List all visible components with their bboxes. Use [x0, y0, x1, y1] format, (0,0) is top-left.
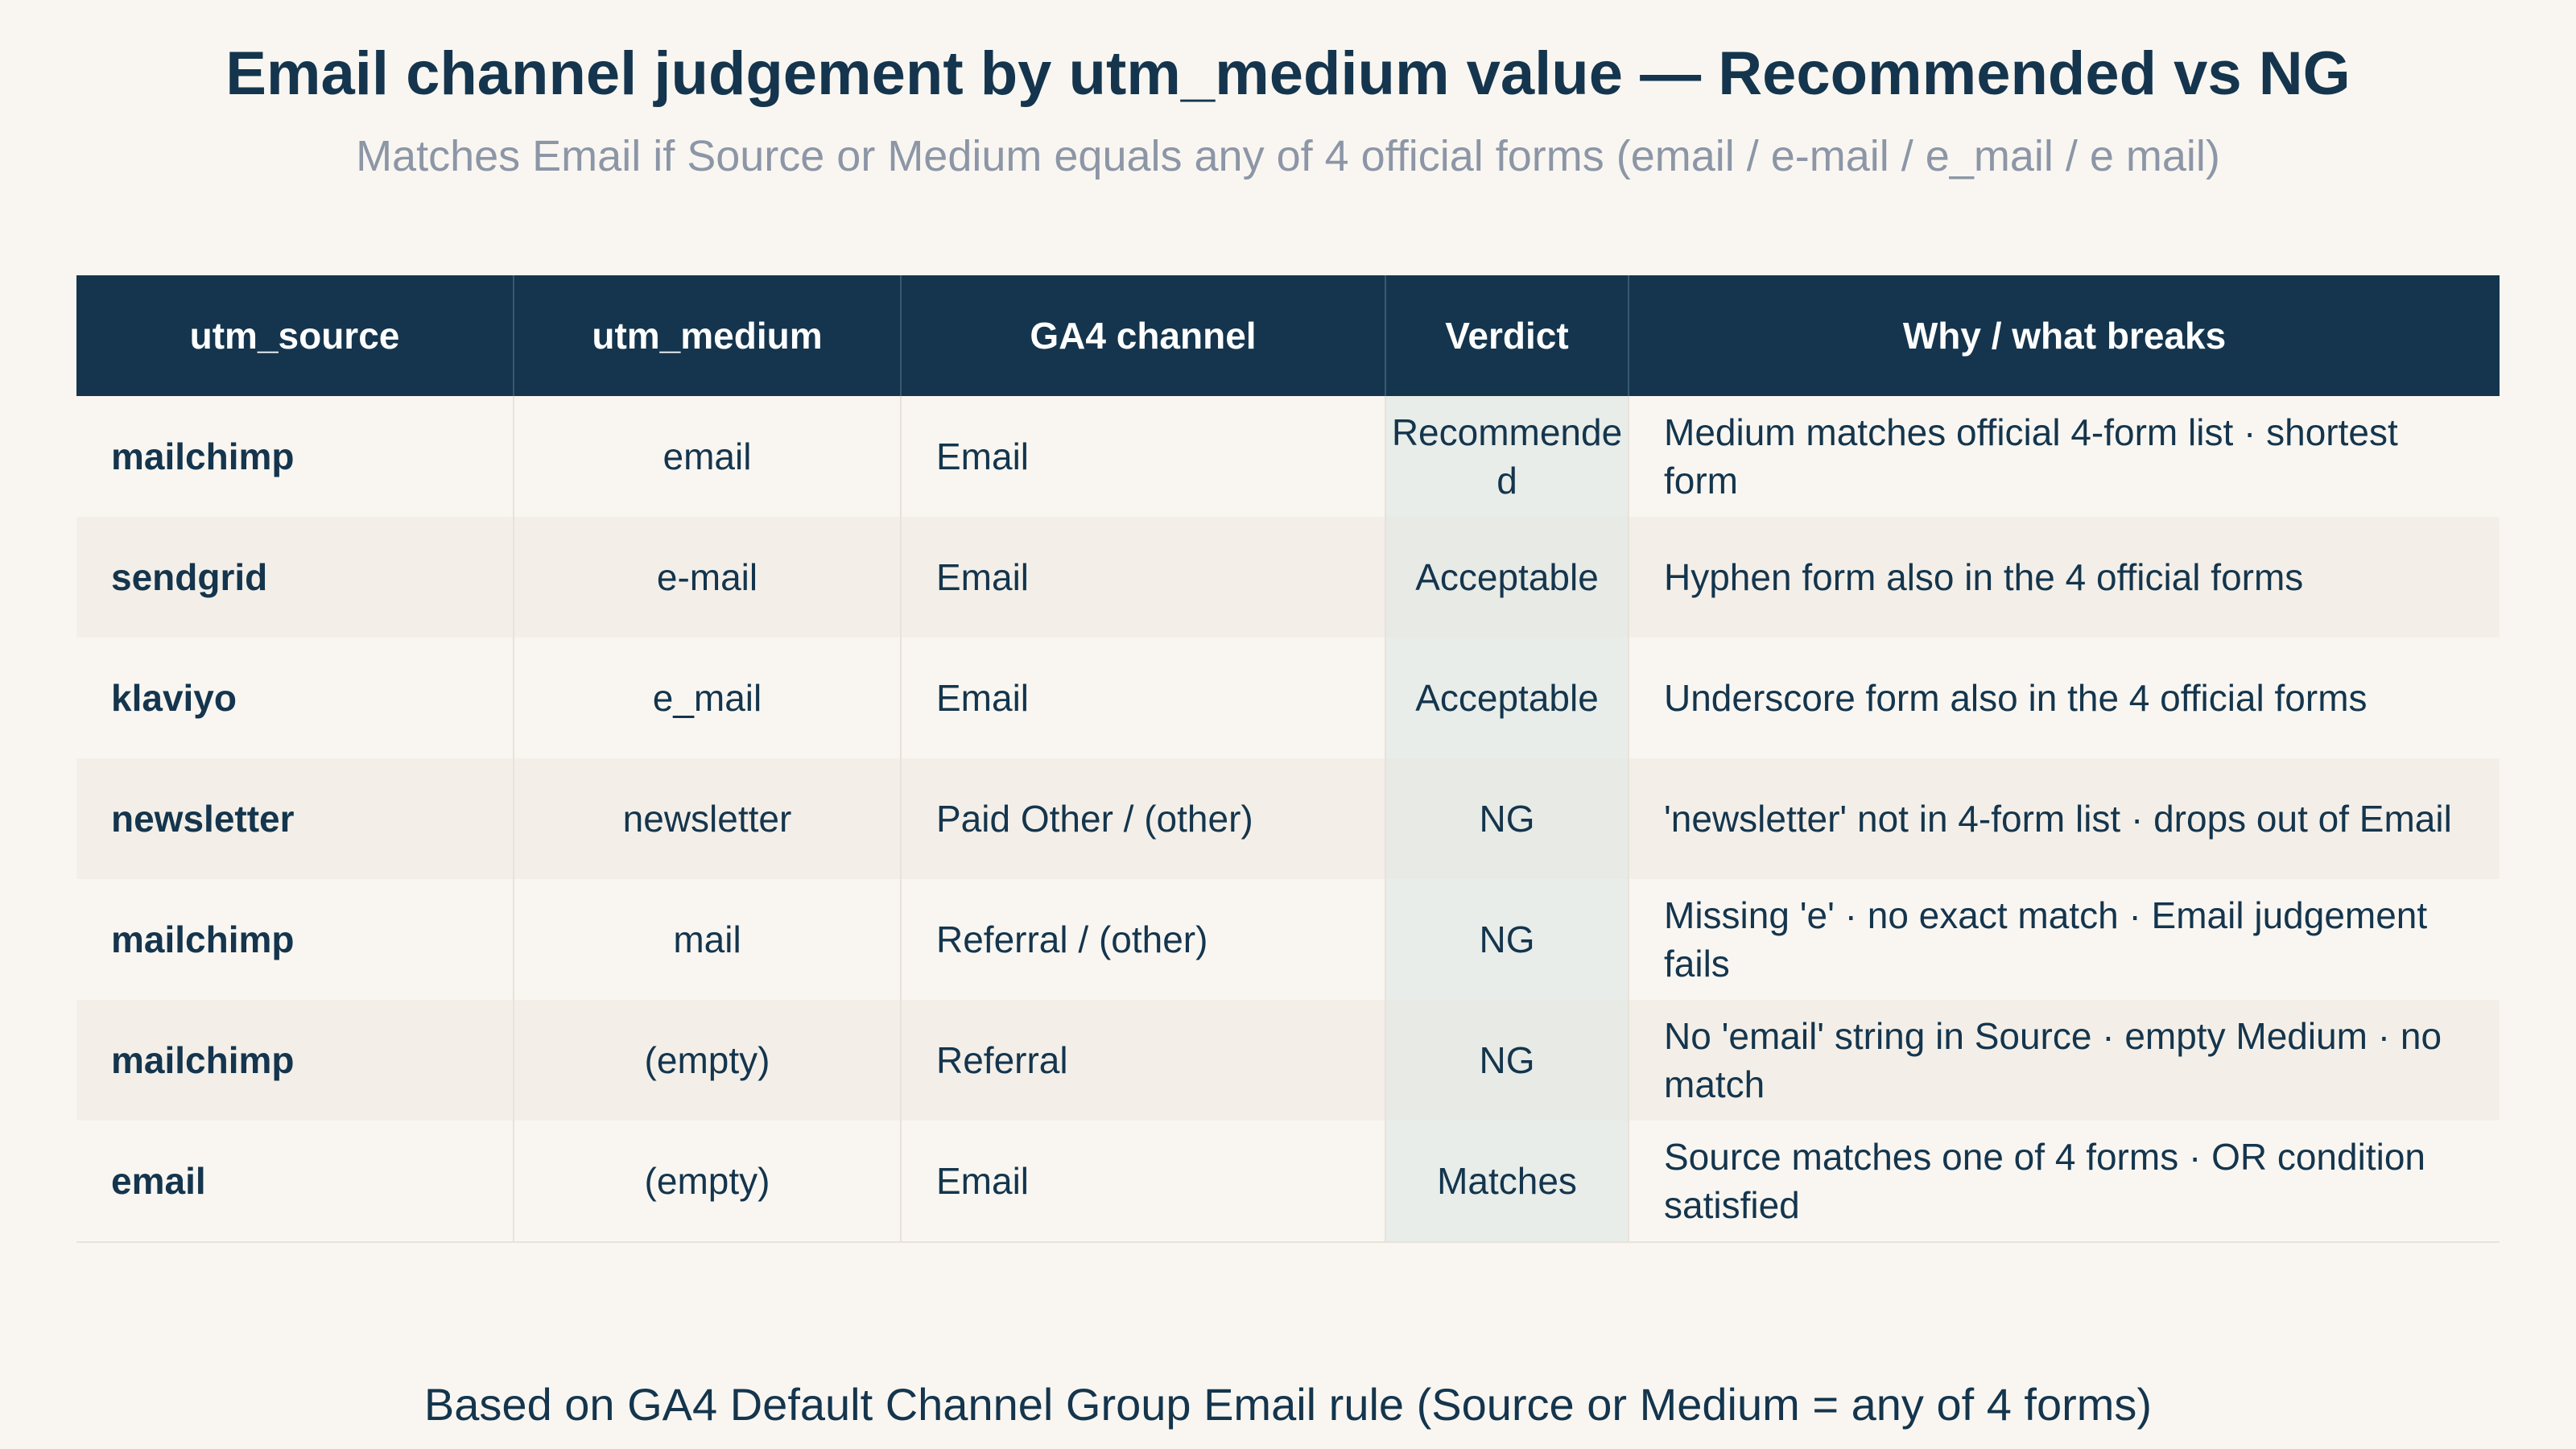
header-verdict: Verdict — [1385, 275, 1629, 396]
cell-ga4-channel: Email — [900, 517, 1385, 638]
cell-ga4-channel: Paid Other / (other) — [900, 758, 1385, 879]
cell-utm-medium: mail — [513, 879, 901, 1000]
cell-utm-medium: e-mail — [513, 517, 901, 638]
header-utm-source: utm_source — [76, 275, 514, 396]
cell-utm-source: klaviyo — [76, 638, 514, 758]
cell-utm-source: newsletter — [76, 758, 514, 879]
channel-judgement-table: utm_source utm_medium GA4 channel Verdic… — [76, 275, 2500, 1243]
cell-why: Source matches one of 4 forms · OR condi… — [1628, 1121, 2500, 1243]
cell-verdict: NG — [1385, 1000, 1629, 1121]
footer-note: Based on GA4 Default Channel Group Email… — [423, 1379, 2153, 1430]
cell-verdict: NG — [1385, 879, 1629, 1000]
table-row: mailchimp mail Referral / (other) NG Mis… — [76, 879, 2500, 1000]
header-ga4-channel: GA4 channel — [900, 275, 1385, 396]
table-row: mailchimp (empty) Referral NG No 'email'… — [76, 1000, 2500, 1121]
cell-why: Underscore form also in the 4 official f… — [1628, 638, 2500, 758]
cell-verdict: NG — [1385, 758, 1629, 879]
table-header-row: utm_source utm_medium GA4 channel Verdic… — [76, 275, 2500, 396]
cell-why: No 'email' string in Source · empty Medi… — [1628, 1000, 2500, 1121]
cell-verdict: Matches — [1385, 1121, 1629, 1243]
page-title: Email channel judgement by utm_medium va… — [225, 39, 2351, 108]
cell-why: Missing 'e' · no exact match · Email jud… — [1628, 879, 2500, 1000]
table-row: newsletter newsletter Paid Other / (othe… — [76, 758, 2500, 879]
cell-utm-medium: (empty) — [513, 1121, 901, 1243]
cell-why: Medium matches official 4-form list · sh… — [1628, 396, 2500, 517]
cell-verdict: Recommended — [1385, 396, 1629, 517]
cell-utm-medium: e_mail — [513, 638, 901, 758]
cell-ga4-channel: Email — [900, 638, 1385, 758]
table-row: mailchimp email Email Recommended Medium… — [76, 396, 2500, 517]
cell-utm-medium: (empty) — [513, 1000, 901, 1121]
cell-ga4-channel: Email — [900, 396, 1385, 517]
table-row: sendgrid e-mail Email Acceptable Hyphen … — [76, 517, 2500, 638]
cell-why: Hyphen form also in the 4 official forms — [1628, 517, 2500, 638]
header-utm-medium: utm_medium — [513, 275, 901, 396]
cell-utm-medium: newsletter — [513, 758, 901, 879]
cell-utm-source: mailchimp — [76, 1000, 514, 1121]
cell-utm-source: mailchimp — [76, 396, 514, 517]
page-subtitle: Matches Email if Source or Medium equals… — [356, 132, 2220, 180]
table-row: email (empty) Email Matches Source match… — [76, 1121, 2500, 1243]
cell-why: 'newsletter' not in 4-form list · drops … — [1628, 758, 2500, 879]
cell-ga4-channel: Referral / (other) — [900, 879, 1385, 1000]
cell-utm-source: mailchimp — [76, 879, 514, 1000]
cell-verdict: Acceptable — [1385, 638, 1629, 758]
cell-utm-source: email — [76, 1121, 514, 1243]
cell-ga4-channel: Referral — [900, 1000, 1385, 1121]
table-row: klaviyo e_mail Email Acceptable Undersco… — [76, 638, 2500, 758]
cell-utm-medium: email — [513, 396, 901, 517]
cell-ga4-channel: Email — [900, 1121, 1385, 1243]
header-why: Why / what breaks — [1628, 275, 2500, 396]
cell-verdict: Acceptable — [1385, 517, 1629, 638]
cell-utm-source: sendgrid — [76, 517, 514, 638]
